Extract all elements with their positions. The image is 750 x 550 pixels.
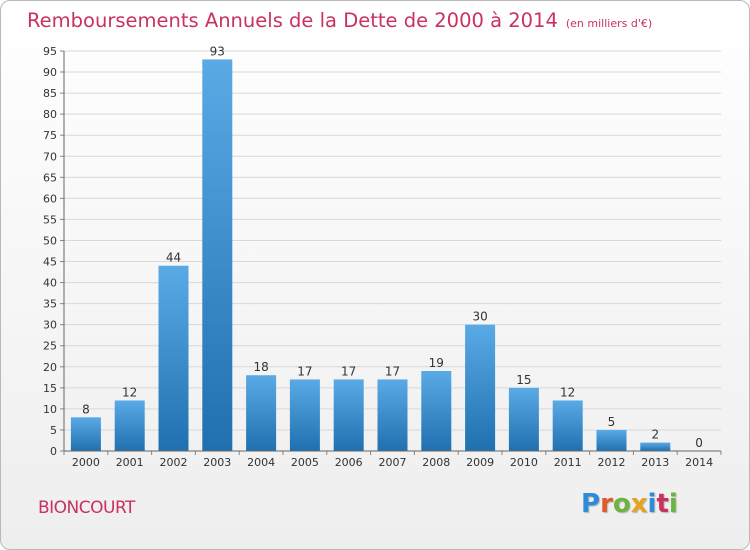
bar-2003 (202, 59, 233, 451)
data-label-2008: 19 (429, 356, 444, 370)
x-tick-label: 2014 (685, 456, 713, 469)
data-label-2006: 17 (341, 364, 356, 378)
x-tick-label: 2000 (72, 456, 100, 469)
x-axis-ticks: 2000 2001 2002 2003 2004 2005 2006 2007 2008 2009… (63, 451, 722, 469)
data-label-2000: 8 (82, 402, 90, 416)
bar-2010 (508, 387, 539, 451)
chart-title-text: Remboursements Annuels de la Dette de 20… (27, 9, 558, 32)
data-label-2005: 17 (297, 364, 312, 378)
x-tick-label: 2008 (422, 456, 450, 469)
bars (70, 59, 671, 451)
town-name: BIONCOURT (38, 498, 135, 518)
x-tick-label: 2005 (291, 456, 319, 469)
axes (63, 51, 721, 452)
logo-letter: i (668, 489, 678, 519)
y-tick-label: 50 (43, 234, 57, 247)
y-tick-label: 10 (43, 403, 57, 416)
y-tick-label: 95 (43, 45, 57, 58)
data-label-2013: 2 (651, 428, 659, 442)
data-label-2007: 17 (385, 364, 400, 378)
bar-2013 (640, 442, 671, 451)
bar-2007 (377, 379, 408, 451)
y-tick-label: 0 (50, 445, 57, 458)
chart-title: Remboursements Annuels de la Dette de 20… (27, 9, 652, 32)
y-tick-label: 25 (43, 340, 57, 353)
y-tick-label: 30 (43, 319, 57, 332)
data-label-2012: 5 (608, 415, 616, 429)
chart-unit: (en milliers d'€) (565, 17, 653, 30)
proxiti-logo: Proxiti (581, 489, 678, 519)
x-tick-label: 2012 (598, 456, 626, 469)
bar-2008 (421, 371, 452, 451)
x-tick-label: 2001 (116, 456, 144, 469)
data-labels: 8 12 44 93 18 17 17 17 19 30 15 12 5 2 0 (82, 44, 703, 450)
y-tick-label: 15 (43, 382, 57, 395)
x-tick-label: 2006 (335, 456, 363, 469)
x-tick-label: 2009 (466, 456, 494, 469)
bar-2009 (465, 324, 496, 451)
data-label-2014: 0 (695, 436, 703, 450)
bar-2000 (70, 417, 101, 451)
bar-2012 (596, 429, 627, 451)
y-axis-ticks: 0 5 10 15 20 25 30 35 40 45 50 55 60 65 70 75 80 85 90 95 (43, 45, 64, 458)
y-tick-label: 85 (43, 87, 57, 100)
data-label-2003: 93 (210, 44, 225, 58)
logo-letter: P (581, 489, 601, 519)
logo-letter: i (647, 489, 657, 519)
x-tick-label: 2004 (247, 456, 275, 469)
data-label-2011: 12 (560, 385, 575, 399)
x-tick-label: 2013 (641, 456, 669, 469)
y-tick-label: 55 (43, 213, 57, 226)
y-tick-label: 70 (43, 150, 57, 163)
x-tick-label: 2003 (203, 456, 231, 469)
y-tick-label: 40 (43, 277, 57, 290)
bar-2001 (114, 400, 145, 451)
logo-letter: o (612, 489, 631, 519)
y-tick-label: 75 (43, 129, 57, 142)
data-label-2010: 15 (516, 373, 531, 387)
y-tick-label: 60 (43, 192, 57, 205)
data-label-2004: 18 (253, 360, 268, 374)
x-tick-label: 2002 (160, 456, 188, 469)
logo-letter: x (630, 489, 648, 519)
y-tick-label: 80 (43, 108, 57, 121)
x-tick-label: 2010 (510, 456, 538, 469)
y-tick-label: 20 (43, 361, 57, 374)
data-label-2001: 12 (122, 385, 137, 399)
y-tick-label: 45 (43, 256, 57, 269)
bar-2006 (333, 379, 364, 451)
y-tick-label: 35 (43, 298, 57, 311)
logo-letter: t (656, 489, 669, 519)
bar-2004 (246, 375, 277, 451)
x-tick-label: 2011 (554, 456, 582, 469)
x-tick-label: 2007 (379, 456, 407, 469)
bar-2011 (552, 400, 583, 451)
bar-2002 (158, 265, 189, 451)
data-label-2002: 44 (166, 251, 181, 265)
y-tick-label: 90 (43, 66, 57, 79)
data-label-2009: 30 (472, 310, 487, 324)
logo-letter: r (600, 489, 613, 519)
y-tick-label: 65 (43, 171, 57, 184)
y-tick-label: 5 (50, 424, 57, 437)
bar-2005 (289, 379, 320, 451)
